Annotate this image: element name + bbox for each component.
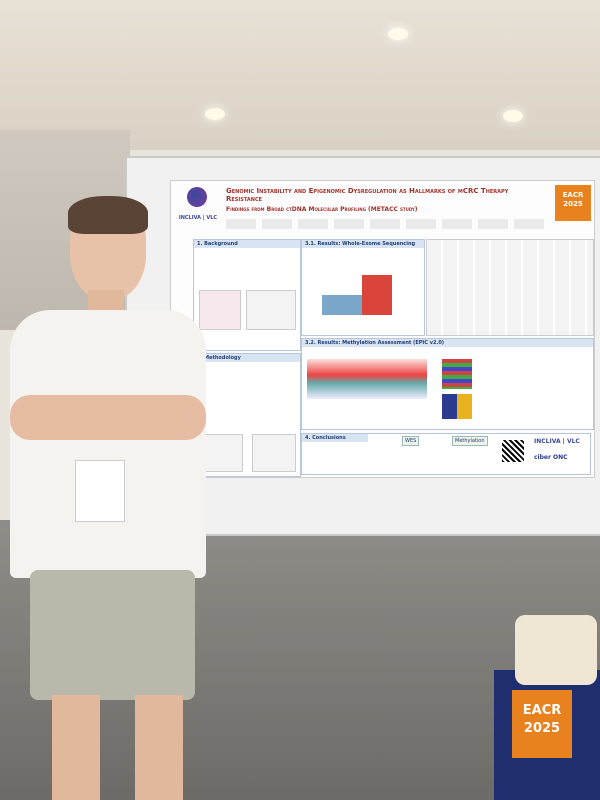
footer-logo: INCLIVA | VLC bbox=[534, 438, 580, 445]
section: 4. Conclusions WES Methylation INCLIVA |… bbox=[301, 433, 591, 475]
ceiling bbox=[0, 0, 600, 150]
conclusion-box: WES bbox=[402, 436, 420, 446]
qr-code bbox=[502, 440, 524, 462]
section-heading: 4. Conclusions bbox=[302, 434, 368, 442]
logo: INCLIVA | VLC bbox=[175, 185, 221, 229]
section: 2. Methodology bbox=[193, 353, 301, 477]
section-heading: 1. Background bbox=[194, 240, 300, 248]
hair bbox=[68, 196, 148, 234]
section: 3.2. Results: Methylation Assessment (EP… bbox=[301, 338, 594, 430]
poster: INCLIVA | VLC Genomic Instability and Ep… bbox=[170, 180, 595, 478]
poster-subtitle: Findings from Broad ctDNA Molecular Prof… bbox=[226, 206, 418, 213]
shirt bbox=[10, 310, 206, 578]
leg bbox=[52, 695, 100, 800]
section: 3.1. Results: Whole-Exome Sequencing bbox=[301, 239, 425, 336]
logo-text: INCLIVA | VLC bbox=[178, 215, 218, 221]
poster-title: Genomic Instability and Epigenomic Dysre… bbox=[226, 187, 509, 203]
section-heading: 3.2. Results: Methylation Assessment (EP… bbox=[302, 339, 593, 347]
shorts bbox=[30, 570, 195, 700]
conclusion-box: Methylation bbox=[452, 436, 488, 446]
crossed-arms bbox=[10, 395, 206, 440]
authors bbox=[226, 219, 546, 229]
ceiling-light bbox=[205, 108, 225, 120]
sign: EACR 2025 bbox=[512, 690, 572, 758]
leg bbox=[135, 695, 183, 800]
conference-badge: EACR 2025 bbox=[555, 185, 591, 221]
results-figure bbox=[426, 239, 594, 336]
lanyard-badge bbox=[75, 460, 125, 522]
tote-bag bbox=[515, 615, 597, 685]
section: 1. Background bbox=[193, 239, 301, 351]
footer-logo: ciber ONC bbox=[534, 454, 568, 461]
section-heading: 3.1. Results: Whole-Exome Sequencing bbox=[302, 240, 424, 248]
ceiling-light bbox=[388, 28, 408, 40]
ceiling-light bbox=[503, 110, 523, 122]
section-heading: 2. Methodology bbox=[194, 354, 300, 362]
